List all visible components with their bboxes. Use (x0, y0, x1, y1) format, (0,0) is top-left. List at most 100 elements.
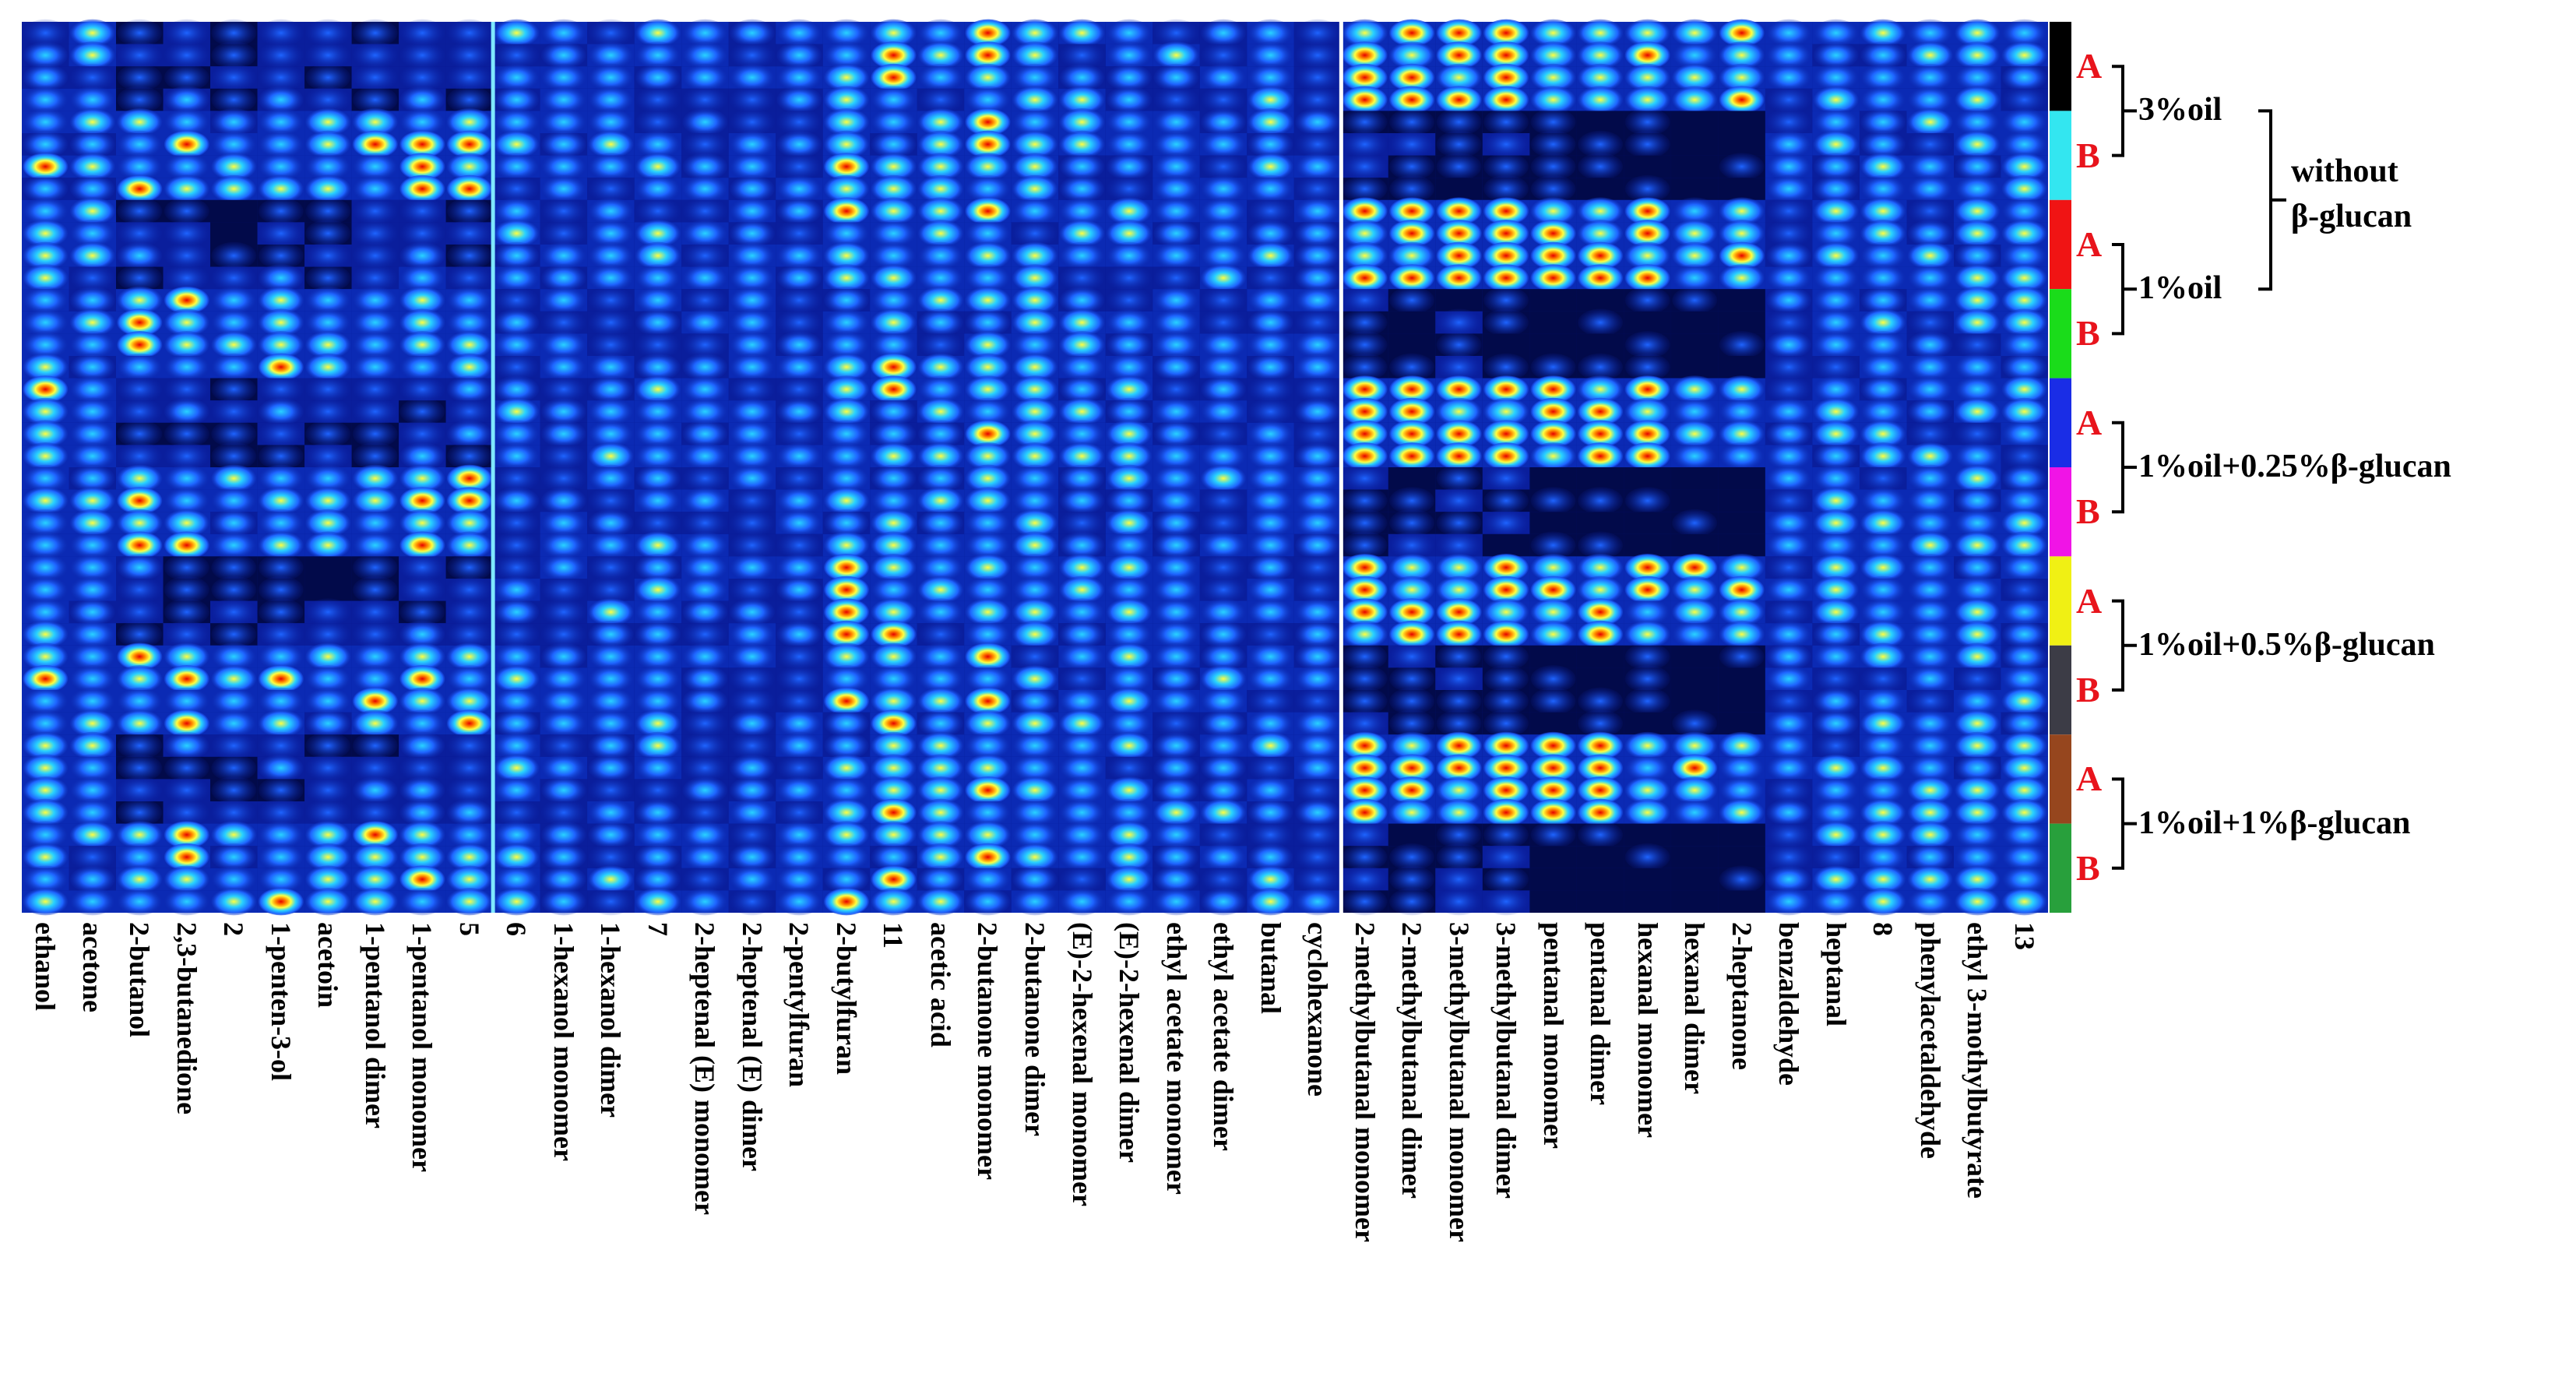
heatmap-spot (540, 776, 586, 804)
heatmap-spot (258, 798, 304, 827)
heatmap-spot (1483, 620, 1529, 649)
heatmap-spot (69, 576, 115, 604)
heatmap-spot (2001, 821, 2047, 849)
heatmap-spot (776, 130, 822, 158)
heatmap-spot (1766, 464, 1812, 492)
heatmap-spot (824, 397, 869, 426)
heatmap-spot (1436, 19, 1482, 47)
heatmap-spot (1059, 108, 1105, 136)
heatmap-spot (399, 286, 445, 315)
heatmap-spot (965, 776, 1011, 804)
heatmap-spot (1907, 620, 1953, 649)
heatmap-spot (1907, 598, 1953, 626)
heatmap-spot (1436, 509, 1482, 537)
heatmap-spot (164, 197, 209, 225)
heatmap-spot (1719, 554, 1765, 582)
heatmap-spot (1766, 709, 1812, 738)
heatmap-spot (399, 888, 445, 916)
heatmap-cell (1718, 512, 1765, 534)
heatmap-spot (446, 843, 492, 871)
heatmap-spot (1672, 63, 1718, 92)
heatmap-spot (1624, 776, 1670, 804)
heatmap-spot (1389, 420, 1435, 448)
heatmap-spot (494, 241, 540, 269)
heatmap-spot (588, 487, 634, 515)
heatmap-spot (1672, 375, 1718, 403)
heatmap-spot (352, 308, 398, 336)
heatmap-spot (1672, 620, 1718, 649)
heatmap-spot (871, 687, 917, 715)
heatmap-spot (1719, 754, 1765, 782)
heatmap-spot (1483, 642, 1529, 671)
heatmap-spot (1153, 308, 1199, 336)
heatmap-spot (1719, 397, 1765, 426)
heatmap-spot (1201, 798, 1246, 827)
heatmap-spot (1389, 665, 1435, 693)
heatmap-spot (1672, 220, 1718, 248)
heatmap-spot (1059, 197, 1105, 225)
heatmap-spot (1860, 153, 1906, 181)
heatmap-spot (918, 865, 963, 893)
heatmap-spot (2001, 442, 2047, 470)
heatmap-spot (871, 865, 917, 893)
heatmap-spot (399, 754, 445, 782)
heatmap-spot (117, 331, 163, 359)
heatmap-spot (446, 731, 492, 760)
heatmap-spot (1153, 19, 1199, 47)
heatmap-spot (446, 286, 492, 315)
heatmap-cell (1576, 178, 1624, 200)
heatmap-spot (1201, 642, 1246, 671)
heatmap-spot (1436, 464, 1482, 492)
heatmap-spot (211, 264, 257, 292)
heatmap-spot (1624, 687, 1670, 715)
heatmap-cell (1576, 512, 1624, 534)
heatmap-spot (588, 108, 634, 136)
heatmap-spot (965, 420, 1011, 448)
heatmap-spot (352, 620, 398, 649)
outer-group-label: β-glucan (2291, 198, 2412, 234)
heatmap-spot (399, 420, 445, 448)
heatmap-spot (258, 308, 304, 336)
heatmap-spot (1578, 130, 1624, 158)
heatmap-spot (494, 620, 540, 649)
heatmap-spot (1153, 531, 1199, 559)
heatmap-spot (1201, 598, 1246, 626)
heatmap-spot (588, 19, 634, 47)
heatmap-spot (540, 865, 586, 893)
heatmap-cell (1670, 868, 1719, 891)
sample-ab-label: A (2076, 224, 2103, 264)
heatmap-spot (1342, 353, 1388, 381)
heatmap-spot (918, 397, 963, 426)
heatmap-spot (1860, 531, 1906, 559)
heatmap-spot (1860, 642, 1906, 671)
heatmap-spot (588, 821, 634, 849)
heatmap-spot (1342, 420, 1388, 448)
heatmap-spot (1483, 888, 1529, 916)
heatmap-spot (1813, 174, 1859, 203)
heatmap-spot (1955, 63, 2001, 92)
heatmap-spot (1672, 576, 1718, 604)
sample-color-swatch (2050, 199, 2071, 290)
heatmap-spot (824, 776, 869, 804)
heatmap-spot (164, 108, 209, 136)
heatmap-spot (1342, 821, 1388, 849)
heatmap-spot (682, 487, 728, 515)
heatmap-spot (824, 665, 869, 693)
heatmap-spot (446, 576, 492, 604)
heatmap-spot (305, 598, 351, 626)
heatmap-spot (1389, 531, 1435, 559)
heatmap-spot (1672, 197, 1718, 225)
heatmap-spot (729, 220, 775, 248)
heatmap-spot (117, 108, 163, 136)
heatmap-spot (729, 197, 775, 225)
heatmap-spot (258, 19, 304, 47)
heatmap-spot (305, 487, 351, 515)
heatmap-spot (494, 776, 540, 804)
heatmap-spot (446, 865, 492, 893)
heatmap-cell (1670, 111, 1719, 133)
heatmap-spot (1766, 665, 1812, 693)
heatmap-spot (1389, 153, 1435, 181)
heatmap-spot (965, 798, 1011, 827)
heatmap-spot (540, 108, 586, 136)
heatmap-spot (1766, 220, 1812, 248)
